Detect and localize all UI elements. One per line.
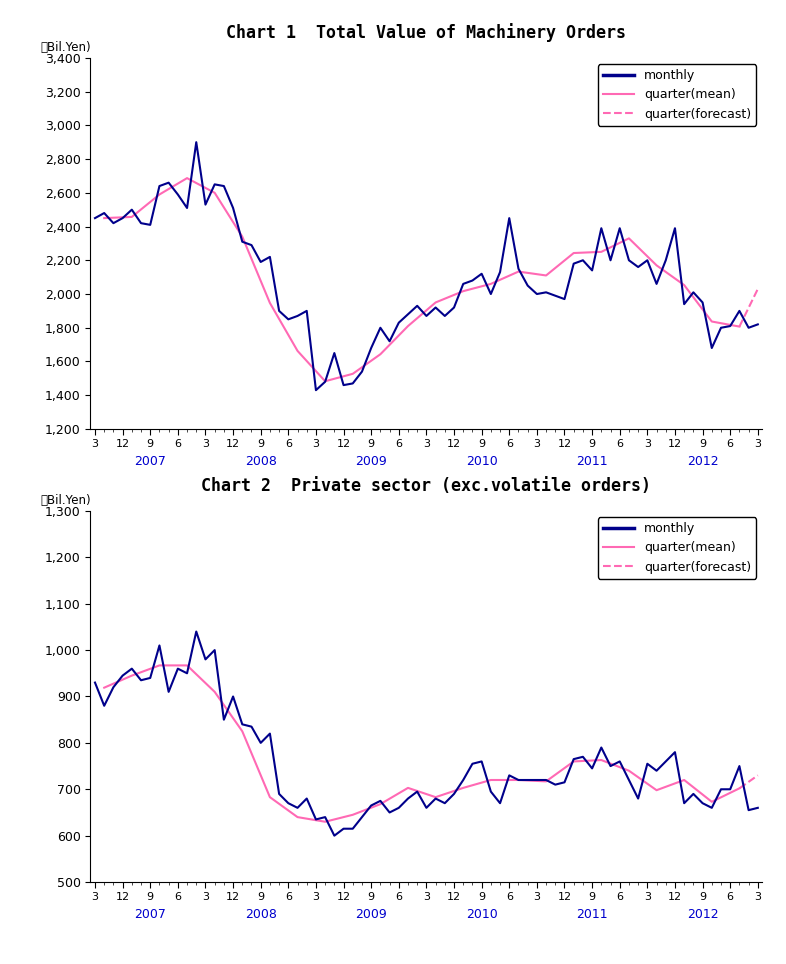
Text: 2007: 2007 (134, 908, 166, 921)
Text: 2012: 2012 (687, 908, 718, 921)
Text: 2009: 2009 (355, 455, 387, 468)
Text: 2010: 2010 (466, 908, 498, 921)
Text: 2011: 2011 (576, 908, 608, 921)
Text: 2008: 2008 (244, 908, 277, 921)
Title: Chart 2  Private sector (exc.volatile orders): Chart 2 Private sector (exc.volatile ord… (201, 477, 652, 495)
Text: 2007: 2007 (134, 455, 166, 468)
Text: （Bil.Yen): （Bil.Yen) (40, 495, 90, 507)
Title: Chart 1  Total Value of Machinery Orders: Chart 1 Total Value of Machinery Orders (226, 23, 626, 42)
Text: 2008: 2008 (244, 455, 277, 468)
Text: 2010: 2010 (466, 455, 498, 468)
Text: 2009: 2009 (355, 908, 387, 921)
Legend: monthly, quarter(mean), quarter(forecast): monthly, quarter(mean), quarter(forecast… (598, 64, 756, 125)
Legend: monthly, quarter(mean), quarter(forecast): monthly, quarter(mean), quarter(forecast… (598, 517, 756, 578)
Text: （Bil.Yen): （Bil.Yen) (40, 41, 90, 54)
Text: 2011: 2011 (576, 455, 608, 468)
Text: 2012: 2012 (687, 455, 718, 468)
